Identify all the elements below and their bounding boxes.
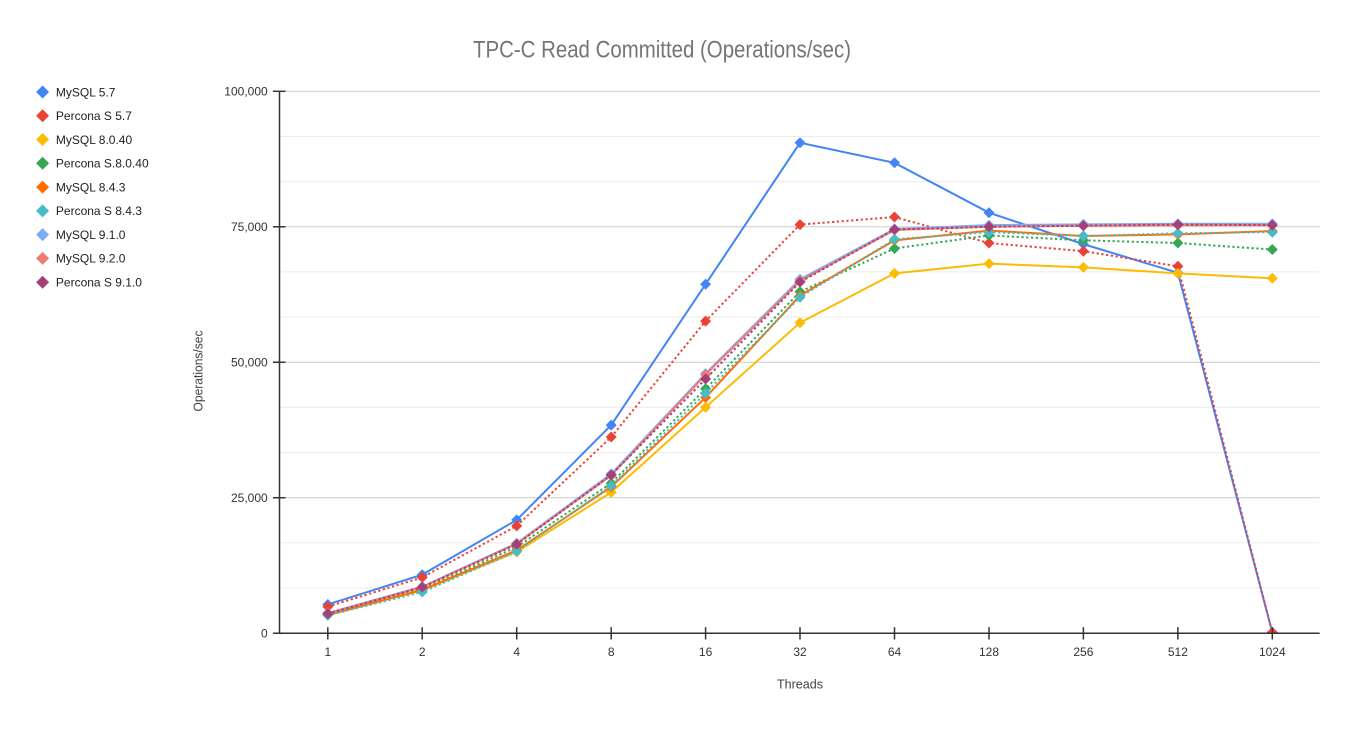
svg-text:Percona S 8.4.3: Percona S 8.4.3 [56,204,142,218]
svg-text:0: 0 [261,627,268,641]
svg-text:MySQL 9.2.0: MySQL 9.2.0 [56,252,126,266]
svg-text:50,000: 50,000 [231,356,268,370]
svg-text:MySQL 9.1.0: MySQL 9.1.0 [56,228,126,242]
svg-text:512: 512 [1168,645,1188,659]
svg-text:128: 128 [979,645,999,659]
svg-text:MySQL 5.7: MySQL 5.7 [56,85,116,99]
svg-text:2: 2 [419,645,426,659]
svg-text:64: 64 [888,645,902,659]
svg-text:TPC-C Read Committed (Operati: TPC-C Read Committed (Operations/sec) [473,37,851,64]
svg-text:MySQL 8.4.3: MySQL 8.4.3 [56,180,126,194]
svg-text:16: 16 [699,645,713,659]
svg-text:Percona S 9.1.0: Percona S 9.1.0 [56,275,142,289]
svg-text:4: 4 [513,645,520,659]
svg-text:1024: 1024 [1259,645,1286,659]
svg-text:Percona S.8.0.40: Percona S.8.0.40 [56,157,149,171]
svg-text:MySQL 8.0.40: MySQL 8.0.40 [56,133,133,147]
svg-text:Percona S 5.7: Percona S 5.7 [56,109,132,123]
svg-text:256: 256 [1073,645,1093,659]
svg-text:1: 1 [324,645,331,659]
svg-text:75,000: 75,000 [231,220,268,234]
svg-text:25,000: 25,000 [231,491,268,505]
svg-text:Operations/sec: Operations/sec [191,330,206,411]
svg-text:Threads: Threads [777,677,823,692]
svg-text:100,000: 100,000 [224,85,268,99]
svg-text:32: 32 [793,645,807,659]
svg-text:8: 8 [608,645,615,659]
